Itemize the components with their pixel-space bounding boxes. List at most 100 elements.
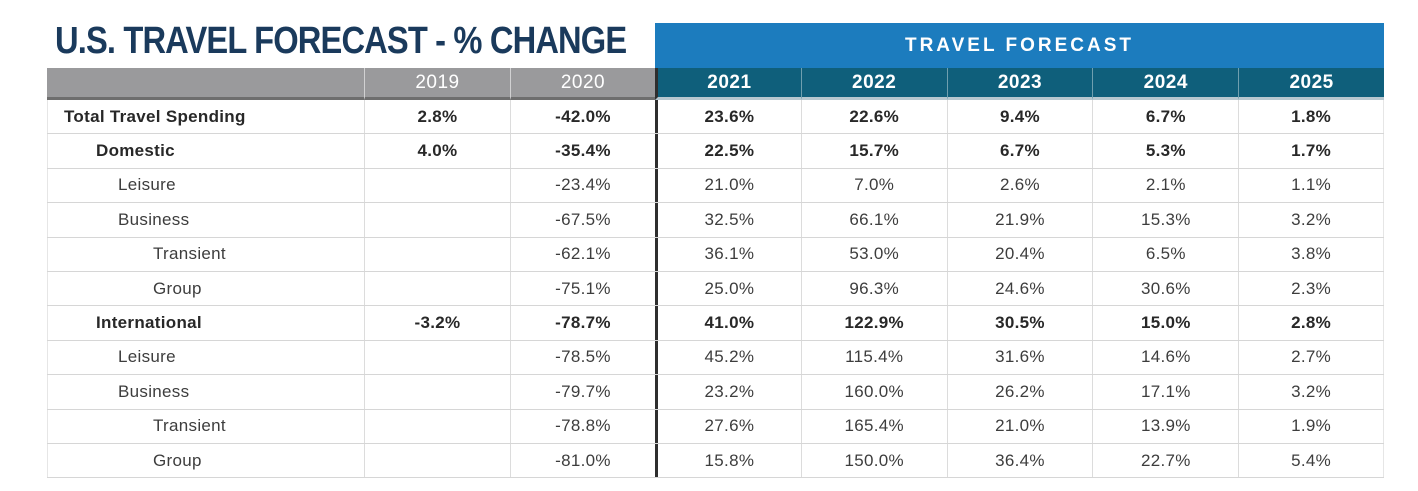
cell-2021: 36.1% bbox=[655, 237, 801, 271]
cell-2022: 122.9% bbox=[800, 306, 947, 340]
cell-2021: 22.5% bbox=[655, 134, 801, 168]
cell-2020: -75.1% bbox=[510, 271, 655, 306]
cell-2019: -3.2% bbox=[364, 306, 510, 340]
table-row: Leisure -78.5% 45.2% 115.4% 31.6% 14.6% 2.7% bbox=[47, 340, 1384, 376]
cell-2024: 22.7% bbox=[1092, 443, 1238, 478]
cell-2024: 30.6% bbox=[1092, 271, 1238, 306]
cell-2025: 3.2% bbox=[1238, 375, 1384, 409]
cell-2023: 24.6% bbox=[946, 271, 1093, 306]
cell-2023: 31.6% bbox=[946, 340, 1093, 375]
cell-2024: 6.7% bbox=[1092, 100, 1238, 134]
row-label: Transient bbox=[47, 237, 364, 271]
table-row: Total Travel Spending 2.8% -42.0% 23.6% 22.6… bbox=[47, 100, 1384, 135]
table-row: Business -67.5% 32.5% 66.1% 21.9% 15.3% 3.2% bbox=[47, 203, 1384, 238]
cell-2023: 21.9% bbox=[946, 203, 1093, 237]
cell-2022: 15.7% bbox=[800, 134, 947, 168]
table-row: Group -81.0% 15.8% 150.0% 36.4% 22.7% 5.4% bbox=[47, 443, 1384, 479]
cell-2022: 165.4% bbox=[800, 409, 947, 443]
cell-2020: -62.1% bbox=[510, 237, 655, 271]
cell-2025: 1.8% bbox=[1238, 100, 1384, 134]
column-header-2021: 2021 bbox=[655, 68, 801, 100]
cell-2022: 53.0% bbox=[800, 237, 947, 271]
table-row: Domestic 4.0% -35.4% 22.5% 15.7% 6.7% 5.3% 1.7% bbox=[47, 134, 1384, 169]
cell-2023: 6.7% bbox=[946, 134, 1093, 168]
column-header-2020: 2020 bbox=[510, 68, 655, 100]
cell-2025: 3.2% bbox=[1238, 203, 1384, 237]
cell-2019 bbox=[364, 375, 510, 409]
cell-2023: 21.0% bbox=[946, 409, 1093, 443]
cell-2022: 7.0% bbox=[800, 168, 947, 203]
cell-2021: 25.0% bbox=[655, 271, 801, 306]
cell-2019 bbox=[364, 271, 510, 306]
cell-2019 bbox=[364, 340, 510, 375]
row-label: Leisure bbox=[47, 340, 364, 375]
table-row: Leisure -23.4% 21.0% 7.0% 2.6% 2.1% 1.1% bbox=[47, 168, 1384, 204]
cell-2024: 2.1% bbox=[1092, 168, 1238, 203]
cell-2020: -81.0% bbox=[510, 443, 655, 478]
cell-2019 bbox=[364, 443, 510, 478]
cell-2019: 2.8% bbox=[364, 100, 510, 134]
cell-2021: 23.6% bbox=[655, 100, 801, 134]
cell-2022: 160.0% bbox=[800, 375, 947, 409]
cell-2019 bbox=[364, 237, 510, 271]
cell-2023: 26.2% bbox=[946, 375, 1093, 409]
header-spacer bbox=[47, 68, 364, 100]
cell-2021: 32.5% bbox=[655, 203, 801, 237]
cell-2021: 23.2% bbox=[655, 375, 801, 409]
cell-2021: 41.0% bbox=[655, 306, 801, 340]
forecast-table: TRAVEL FORECAST 2019 2020 2021 2022 2023 2024… bbox=[47, 23, 1384, 479]
row-label: Total Travel Spending bbox=[47, 100, 364, 134]
cell-2022: 66.1% bbox=[800, 203, 947, 237]
row-label: Business bbox=[47, 375, 364, 409]
cell-2023: 9.4% bbox=[946, 100, 1093, 134]
cell-2019 bbox=[364, 409, 510, 443]
cell-2022: 96.3% bbox=[800, 271, 947, 306]
table-row: Transient -62.1% 36.1% 53.0% 20.4% 6.5% 3.8% bbox=[47, 237, 1384, 272]
cell-2025: 1.7% bbox=[1238, 134, 1384, 168]
cell-2020: -79.7% bbox=[510, 375, 655, 409]
cell-2024: 15.0% bbox=[1092, 306, 1238, 340]
cell-2020: -42.0% bbox=[510, 100, 655, 134]
row-label: Leisure bbox=[47, 168, 364, 203]
column-header-2025: 2025 bbox=[1238, 68, 1384, 100]
cell-2019: 4.0% bbox=[364, 134, 510, 168]
column-header-2022: 2022 bbox=[800, 68, 947, 100]
column-header-2023: 2023 bbox=[946, 68, 1093, 100]
cell-2023: 20.4% bbox=[946, 237, 1093, 271]
row-label: International bbox=[47, 306, 364, 340]
row-label: Group bbox=[47, 271, 364, 306]
cell-2020: -78.5% bbox=[510, 340, 655, 375]
cell-2023: 36.4% bbox=[946, 443, 1093, 478]
cell-2022: 22.6% bbox=[800, 100, 947, 134]
banner-row: TRAVEL FORECAST bbox=[47, 23, 1384, 68]
row-label: Transient bbox=[47, 409, 364, 443]
row-label: Domestic bbox=[47, 134, 364, 168]
cell-2025: 5.4% bbox=[1238, 443, 1384, 478]
table-row: Group -75.1% 25.0% 96.3% 24.6% 30.6% 2.3% bbox=[47, 271, 1384, 307]
cell-2025: 2.7% bbox=[1238, 340, 1384, 375]
column-header-2024: 2024 bbox=[1092, 68, 1239, 100]
table-row: Business -79.7% 23.2% 160.0% 26.2% 17.1% 3.2% bbox=[47, 375, 1384, 410]
cell-2023: 30.5% bbox=[946, 306, 1093, 340]
forecast-banner: TRAVEL FORECAST bbox=[655, 23, 1384, 68]
cell-2020: -67.5% bbox=[510, 203, 655, 237]
cell-2025: 1.9% bbox=[1238, 409, 1384, 443]
cell-2021: 21.0% bbox=[655, 168, 801, 203]
table-body: Total Travel Spending 2.8% -42.0% 23.6% 22.6… bbox=[47, 100, 1384, 479]
cell-2021: 27.6% bbox=[655, 409, 801, 443]
cell-2020: -78.7% bbox=[510, 306, 655, 340]
page-title: U.S. TRAVEL FORECAST - % CHANGE bbox=[55, 20, 627, 62]
cell-2021: 15.8% bbox=[655, 443, 801, 478]
cell-2022: 115.4% bbox=[800, 340, 947, 375]
cell-2020: -78.8% bbox=[510, 409, 655, 443]
cell-2022: 150.0% bbox=[800, 443, 947, 478]
banner-spacer bbox=[47, 23, 655, 68]
table-row: International -3.2% -78.7% 41.0% 122.9% 30.5%… bbox=[47, 306, 1384, 341]
cell-2025: 2.8% bbox=[1238, 306, 1384, 340]
table-row: Transient -78.8% 27.6% 165.4% 21.0% 13.9% 1.9% bbox=[47, 409, 1384, 444]
cell-2024: 5.3% bbox=[1092, 134, 1238, 168]
cell-2019 bbox=[364, 203, 510, 237]
cell-2025: 1.1% bbox=[1238, 168, 1384, 203]
cell-2025: 3.8% bbox=[1238, 237, 1384, 271]
cell-2020: -23.4% bbox=[510, 168, 655, 203]
